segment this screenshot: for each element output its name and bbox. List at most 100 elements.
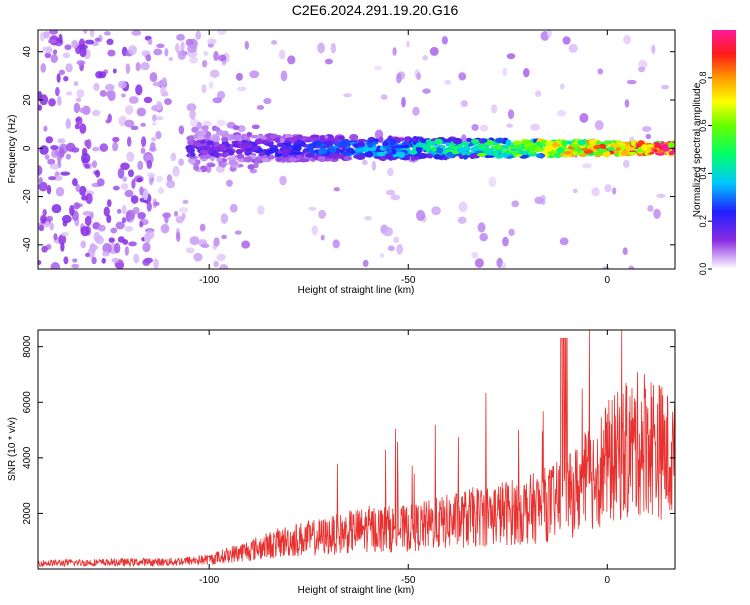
- spectrogram-cell: [477, 222, 486, 233]
- spectrogram-ridge-cell: [364, 151, 374, 158]
- spectrogram-cell: [62, 52, 71, 59]
- spectrogram-cell: [116, 208, 122, 214]
- spectrogram-ridge-cell: [254, 158, 260, 163]
- spectrogram-cell: [147, 172, 156, 178]
- spectrogram-ridge-cell: [414, 156, 421, 160]
- spectrogram-cell: [193, 252, 203, 262]
- spectrogram-cell: [170, 152, 177, 162]
- spectrogram-cell: [172, 165, 180, 177]
- spectrogram-cell: [51, 203, 62, 214]
- snr-frame: [37, 329, 676, 570]
- spectrogram-ridge-cell: [249, 134, 260, 139]
- spectrogram-ridge-cell: [418, 152, 428, 159]
- spectrogram-ridge-cell: [420, 144, 430, 151]
- spectrogram-ridge-cell: [470, 138, 480, 144]
- spectrogram-cell: [80, 226, 90, 237]
- spectrogram-ridge-cell: [397, 151, 406, 159]
- spectrogram-cell: [71, 263, 80, 269]
- spectrogram-cell: [161, 77, 168, 88]
- spectrogram-cell: [43, 125, 48, 132]
- spectrogram-ridge-cell: [274, 136, 281, 143]
- spectrogram-ridge-cell: [237, 141, 243, 145]
- spectrogram-cell: [57, 95, 62, 106]
- spectrogram-cell: [271, 40, 278, 45]
- spectrogram-cell: [317, 42, 326, 54]
- spectrogram-ridge-cell: [415, 146, 423, 152]
- spectrogram-cell: [42, 208, 47, 217]
- spectrogram-ridge-cell: [630, 140, 636, 147]
- spectrogram-cell: [236, 86, 247, 92]
- spectrogram-cell: [458, 72, 467, 81]
- spectrogram-cell: [523, 68, 530, 78]
- spectrogram-cell: [168, 57, 174, 62]
- spectrogram-cell: [201, 84, 207, 94]
- spectrogram-cell: [471, 251, 479, 259]
- spectrogram-ridge-cell: [186, 135, 194, 141]
- spectrogram-ridge-cell: [233, 134, 242, 141]
- spectrogram-cell: [76, 89, 85, 99]
- spectrogram-cell: [101, 257, 106, 264]
- spectrogram-ridge-cell: [602, 150, 611, 158]
- spectrogram-ridge-cell: [553, 152, 563, 158]
- spectrogram-cell: [175, 216, 184, 224]
- spectrogram-cell: [189, 236, 200, 246]
- spectrogram-cell: [95, 169, 101, 178]
- snr-y-label: SNR (10 * v/v): [7, 417, 18, 481]
- spectrogram-ridge-cell: [561, 139, 568, 147]
- spectrogram-cell: [225, 179, 233, 187]
- spectrogram-cell: [249, 70, 260, 79]
- spectrogram-cell: [458, 201, 468, 213]
- spectrogram-ridge-cell: [310, 142, 317, 148]
- spectrogram-cell: [154, 115, 164, 121]
- spectrogram-ridge-cell: [329, 147, 337, 153]
- spectrogram-cell: [559, 237, 569, 246]
- spectrogram-cell: [124, 225, 134, 232]
- spectrogram-cell: [216, 253, 226, 262]
- spectrogram-ridge-cell: [494, 137, 505, 144]
- spectrogram-cell: [106, 199, 112, 207]
- spectrogram-cell: [151, 137, 157, 142]
- spectrogram-cell: [73, 202, 80, 210]
- colorbar: 0.0 0.2 0.4 0.6 0.8 Normalized spectral ampl…: [692, 30, 736, 275]
- spectrogram-cell: [79, 123, 87, 134]
- spectrogram-ridge-cell: [214, 152, 220, 159]
- spectrogram-cell: [49, 163, 60, 170]
- spectrogram-ridge-cell: [452, 137, 463, 145]
- spectrogram-ridge-cell: [201, 125, 209, 129]
- spectrogram-cell: [390, 194, 401, 201]
- spectrogram-cell: [330, 42, 336, 54]
- spectrogram-cell: [58, 69, 66, 75]
- spectrogram-cell: [143, 96, 153, 104]
- spectrogram-cell: [145, 54, 152, 62]
- spectrogram-ridge-cell: [460, 142, 468, 146]
- spectrogram-ridge-cell: [288, 157, 298, 162]
- spectrogram-cell: [97, 224, 106, 232]
- spectrogram-ridge-cell: [627, 151, 637, 156]
- spectrogram-ridge-cell: [194, 159, 201, 166]
- spectrogram-cell: [47, 39, 58, 44]
- spectrogram-cell: [50, 262, 61, 269]
- spectrogram-ridge-cell: [212, 135, 220, 143]
- spectrogram-cell: [212, 97, 223, 104]
- spectrogram-cell: [93, 82, 100, 91]
- spectrogram-ridge-cell: [236, 153, 245, 159]
- spectrogram-ridge-cell: [367, 142, 374, 148]
- spectrogram-cell: [93, 231, 101, 243]
- spectrogram-cell: [91, 245, 99, 250]
- spectrogram-cell: [257, 205, 265, 216]
- spectrogram-ridge-cell: [491, 150, 500, 157]
- spectrogram-ridge-cell: [529, 147, 536, 154]
- spectrogram-cell: [48, 176, 57, 181]
- spectrogram-cell: [58, 33, 63, 44]
- spectrogram-ridge-cell: [603, 140, 613, 145]
- spectrogram-ridge-cell: [228, 159, 238, 166]
- spectrogram-cell: [279, 175, 287, 186]
- spectrogram-cell: [61, 231, 69, 237]
- spectrogram-cell: [139, 221, 144, 228]
- spectrogram-cell: [140, 136, 147, 148]
- spectrogram-cell: [112, 68, 117, 74]
- spectrogram-cell: [115, 262, 125, 269]
- spectrogram-ridge-cell: [319, 135, 326, 142]
- spectrogram-cell: [612, 187, 617, 195]
